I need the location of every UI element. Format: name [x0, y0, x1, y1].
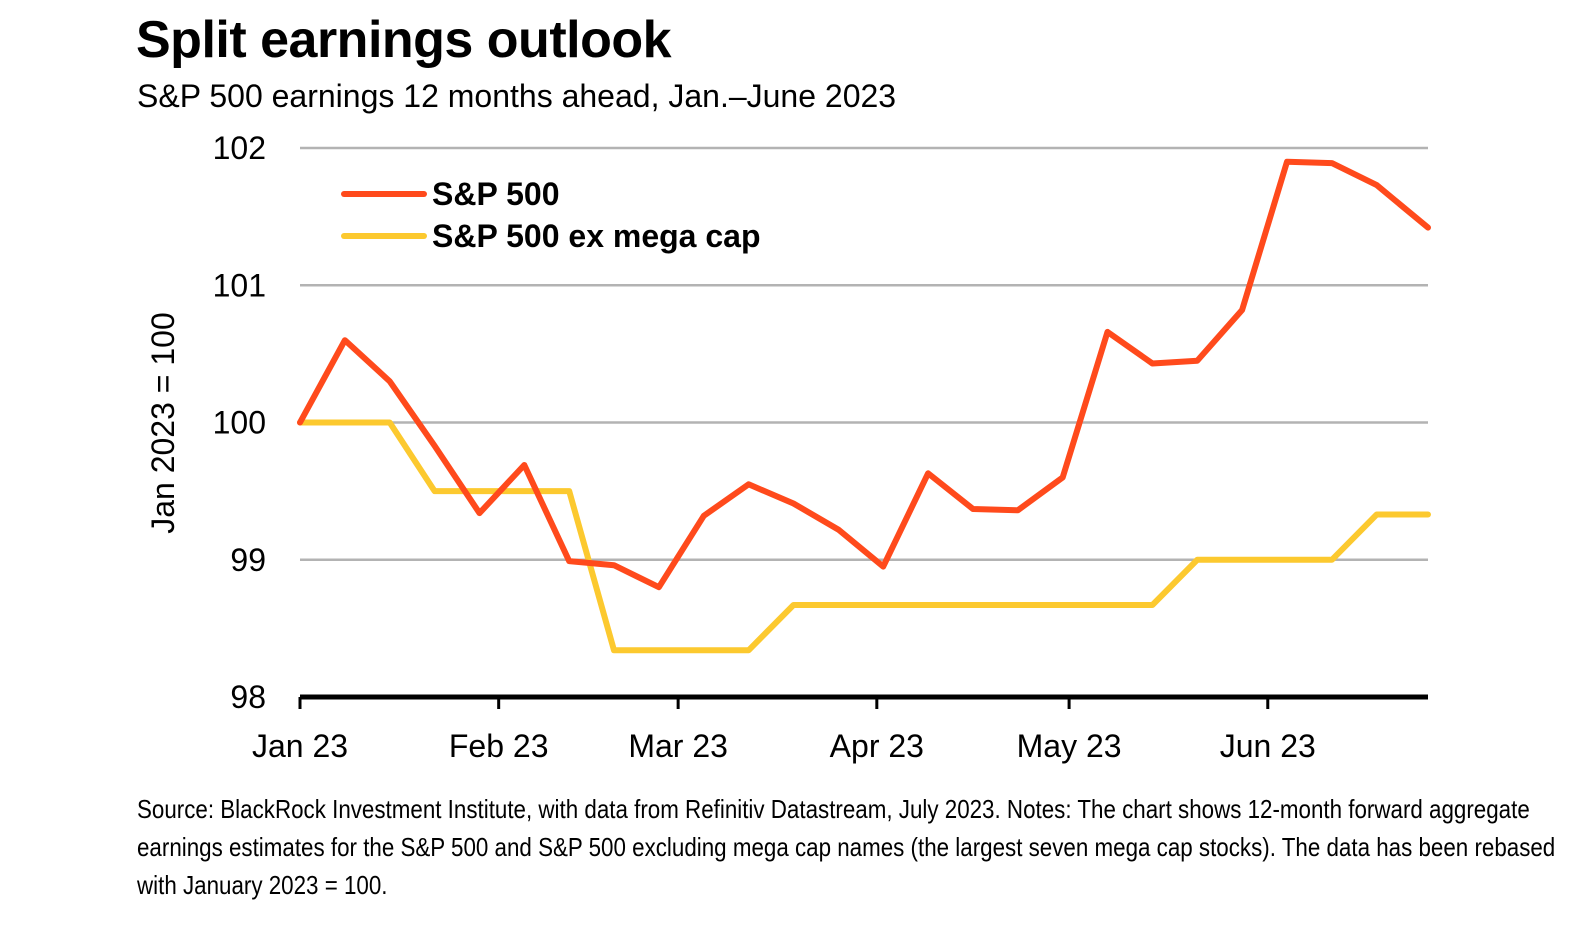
y-axis-label: Jan 2023 = 100 [145, 312, 181, 534]
x-tick-label: Jun 23 [1220, 728, 1316, 764]
x-tick-label: Feb 23 [449, 728, 549, 764]
y-tick-label: 102 [213, 130, 266, 166]
y-tick-label: 99 [230, 542, 266, 578]
x-tick-label: Apr 23 [830, 728, 924, 764]
x-axis: Jan 23 Feb 23 Mar 23 Apr 23 May 23 Jun 23 [252, 694, 1428, 764]
y-axis-ticks: 98 99 100 101 102 [213, 130, 266, 715]
legend: S&P 500 S&P 500 ex mega cap [341, 176, 761, 254]
source-note: Source: BlackRock Investment Institute, … [137, 794, 1556, 900]
x-tick-label: Jan 23 [252, 728, 348, 764]
series-line-1 [297, 419, 1431, 654]
series-line-0 [297, 158, 1431, 591]
x-tick-label: May 23 [1017, 728, 1122, 764]
line-chart: 98 99 100 101 102 Jan 23 Feb 23 Mar 23 Apr 23 Ma… [145, 130, 1431, 764]
y-tick-label: 98 [230, 679, 266, 715]
legend-label: S&P 500 [432, 176, 560, 212]
chart-title: Split earnings outlook [136, 11, 672, 69]
legend-label: S&P 500 ex mega cap [432, 218, 761, 254]
y-tick-label: 100 [213, 405, 266, 441]
chart-subtitle: S&P 500 earnings 12 months ahead, Jan.–J… [137, 78, 897, 114]
y-tick-label: 101 [213, 267, 266, 303]
series-lines [297, 158, 1431, 654]
x-tick-label: Mar 23 [628, 728, 728, 764]
